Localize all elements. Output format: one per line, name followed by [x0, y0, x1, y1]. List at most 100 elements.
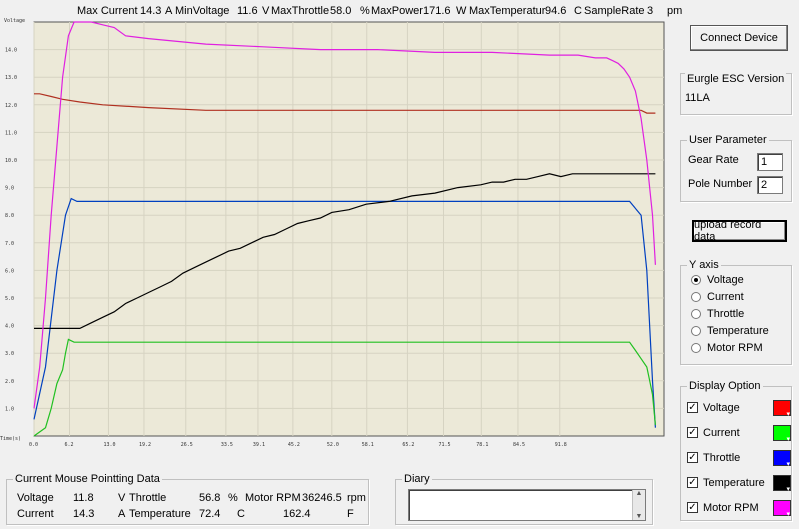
- color-picker-swatch[interactable]: [773, 474, 791, 493]
- series-line-current: [33, 197, 656, 428]
- x-tick-label: 39.1: [253, 442, 265, 448]
- pole-number-input[interactable]: 2: [757, 176, 783, 194]
- diary-group: Diary ▲ ▼: [395, 473, 653, 525]
- sample-rate-unit: pm: [667, 5, 683, 17]
- display-option-title: Display Option: [687, 380, 763, 392]
- diary-title: Diary: [402, 473, 432, 485]
- color-picker-swatch[interactable]: [773, 449, 791, 468]
- sample-rate-label: SampleRate: [584, 5, 645, 17]
- x-tick-label: 52.0: [327, 442, 339, 448]
- x-tick-label: 26.5: [181, 442, 193, 448]
- y-axis-option-label: Motor RPM: [707, 341, 763, 354]
- checkbox-icon[interactable]: ✓: [687, 502, 698, 513]
- mouse-throttle-label: Throttle: [129, 492, 167, 504]
- display-option-group: Display Option ✓ Voltage ✓ Current ✓ Throttle…: [680, 380, 792, 521]
- checkbox-icon[interactable]: ✓: [687, 427, 698, 438]
- max-temperature-value: 94.6: [545, 5, 567, 17]
- x-tick-label: 13.0: [103, 442, 115, 448]
- y-axis-option-motor-rpm[interactable]: Motor RPM: [691, 339, 769, 356]
- y-tick-label: 1.0: [5, 406, 14, 412]
- mouse-throttle-value: 56.8: [199, 492, 221, 504]
- pole-number-label: Pole Number: [688, 178, 753, 190]
- color-picker-swatch[interactable]: [773, 399, 791, 418]
- upload-record-data-button[interactable]: upload record data: [692, 219, 787, 243]
- x-tick-label: 45.2: [288, 442, 300, 448]
- y-axis-option-voltage[interactable]: Voltage: [691, 271, 769, 288]
- max-temperature-label: MaxTemperatur: [469, 5, 546, 17]
- y-tick-label: 14.0: [5, 48, 17, 54]
- gear-rate-input[interactable]: 1: [757, 153, 783, 171]
- mouse-current-unit: A: [118, 508, 126, 520]
- mouse-current-value: 14.3: [73, 508, 95, 520]
- display-option-motor-rpm: ✓ Motor RPM: [687, 495, 791, 520]
- checkbox-icon[interactable]: ✓: [687, 477, 698, 488]
- telemetry-chart[interactable]: 1.0 2.0 3.0 4.0 5.0 6.0 7.0 8.0 9.0 10.0 11.0 12.0 1…: [0, 18, 668, 448]
- y-axis-option-temperature[interactable]: Temperature: [691, 322, 769, 339]
- display-option-label: Temperature: [703, 476, 765, 489]
- mouse-data-group: Current Mouse Pointting Data Voltage 11.…: [6, 473, 369, 525]
- min-voltage-unit: V: [262, 5, 270, 17]
- y-axis-option-label: Temperature: [707, 324, 769, 337]
- mouse-voltage-value: 11.8: [73, 492, 94, 504]
- upload-record-data-label: upload record data: [694, 219, 762, 243]
- series-line-throttle: [33, 338, 656, 437]
- display-option-current: ✓ Current: [687, 420, 791, 445]
- diary-scrollbar[interactable]: ▲ ▼: [632, 490, 645, 520]
- mouse-voltage-label: Voltage: [17, 492, 54, 504]
- display-option-temperature: ✓ Temperature: [687, 470, 791, 495]
- connect-device-label: Connect Device: [700, 32, 778, 44]
- diary-scroll-up-icon[interactable]: ▲: [635, 490, 643, 497]
- y-axis-option-label: Voltage: [707, 273, 744, 286]
- y-axis-options: Voltage Current Throttle Temperature Motor R…: [691, 271, 769, 356]
- mouse-voltage-unit: V: [118, 492, 126, 504]
- color-picker-swatch[interactable]: [773, 424, 791, 443]
- checkbox-icon[interactable]: ✓: [687, 402, 698, 413]
- x-tick-label: 71.5: [439, 442, 451, 448]
- display-option-label: Throttle: [703, 451, 741, 464]
- x-axis-label: Time(s): [0, 436, 21, 442]
- y-axis-option-current[interactable]: Current: [691, 288, 769, 305]
- y-tick-label: 10.0: [5, 158, 17, 164]
- user-parameter-group: User Parameter Gear Rate 1 Pole Number 2: [680, 134, 792, 202]
- checkbox-icon[interactable]: ✓: [687, 452, 698, 463]
- radio-icon[interactable]: [691, 291, 701, 302]
- mouse-throttle-unit: %: [228, 492, 238, 504]
- display-option-list: ✓ Voltage ✓ Current ✓ Throttle ✓ Temperature ✓ Mo…: [687, 395, 791, 520]
- esc-version-value: 11LA: [685, 92, 710, 104]
- y-tick-label: 2.0: [5, 379, 14, 385]
- series-line-motor-rpm: [33, 21, 656, 409]
- display-option-label: Motor RPM: [703, 501, 759, 514]
- y-tick-label: 6.0: [5, 268, 14, 274]
- y-axis-title: Y axis: [687, 259, 721, 271]
- y-axis-option-throttle[interactable]: Throttle: [691, 305, 769, 322]
- plot-area: [33, 21, 665, 437]
- display-option-throttle: ✓ Throttle: [687, 445, 791, 470]
- connect-device-button[interactable]: Connect Device: [690, 25, 788, 51]
- y-tick-label: 12.0: [5, 103, 17, 109]
- radio-icon[interactable]: [691, 308, 701, 319]
- color-picker-swatch[interactable]: [773, 499, 791, 518]
- display-option-voltage: ✓ Voltage: [687, 395, 791, 420]
- sample-rate-value: 3: [647, 5, 654, 17]
- radio-icon[interactable]: [691, 342, 701, 353]
- radio-icon[interactable]: [691, 274, 701, 285]
- x-tick-label: 58.1: [362, 442, 374, 448]
- user-parameter-title: User Parameter: [687, 134, 769, 146]
- x-tick-label: 33.5: [221, 442, 233, 448]
- diary-scroll-down-icon[interactable]: ▼: [635, 513, 643, 520]
- x-tick-label: 91.8: [555, 442, 567, 448]
- max-current-label: Max Current: [77, 5, 138, 17]
- mouse-rpm-value: 36246.5: [302, 492, 342, 504]
- x-tick-label: 78.1: [476, 442, 488, 448]
- gear-rate-label: Gear Rate: [688, 154, 739, 166]
- series-line-temperature: [34, 173, 656, 329]
- max-current-value: 14.3: [140, 5, 162, 17]
- max-power-value: 171.6: [423, 5, 451, 17]
- max-current-unit: A: [165, 5, 173, 17]
- y-tick-label: 3.0: [5, 351, 14, 357]
- radio-icon[interactable]: [691, 325, 701, 336]
- mouse-rpm-unit: rpm: [347, 492, 366, 504]
- max-throttle-label: MaxThrottle: [271, 5, 330, 17]
- max-throttle-unit: %: [360, 5, 370, 17]
- diary-textarea[interactable]: ▲ ▼: [408, 489, 646, 521]
